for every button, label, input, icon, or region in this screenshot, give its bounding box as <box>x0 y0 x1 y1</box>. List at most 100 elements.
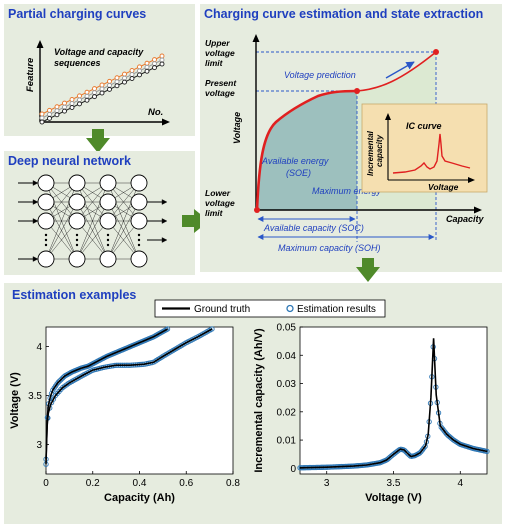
dnn-node <box>37 193 55 211</box>
estimation-marker <box>417 450 423 456</box>
sequences-label-line2: sequences <box>54 58 101 68</box>
ellipsis-dot <box>106 238 110 242</box>
sequence-point <box>152 65 157 71</box>
sequence-point <box>39 119 45 125</box>
ellipsis-dot <box>106 243 110 247</box>
sequence-point <box>69 105 75 110</box>
lower-limit-label-3: limit <box>205 208 224 218</box>
estimation-marker <box>402 448 408 454</box>
ellipsis-dot <box>137 233 141 237</box>
sequence-point <box>144 68 150 74</box>
y-axis-label: Voltage (V) <box>9 372 21 429</box>
dnn-node <box>37 250 55 268</box>
sequence-point <box>159 61 165 67</box>
voltage-axis-label: Voltage <box>232 112 242 144</box>
legend-box <box>154 299 386 318</box>
estimation-marker <box>55 379 61 385</box>
energy-region <box>257 91 357 210</box>
y-tick-label: 0.05 <box>277 323 297 334</box>
x-tick-label: 3.5 <box>387 478 401 489</box>
x-tick-label: 0.6 <box>179 478 193 489</box>
sequence-point <box>99 90 105 96</box>
sequence-point <box>107 86 112 92</box>
partial-curves-plot: Feature No. Voltage and capacity sequenc… <box>25 40 170 126</box>
no-axis-label: No. <box>148 107 163 118</box>
y-tick-label: 4 <box>36 342 42 353</box>
available-energy-label-2: (SOE) <box>286 168 311 178</box>
estimation-title: Charging curve estimation and state extr… <box>204 7 484 21</box>
ic-plot-area <box>299 326 488 475</box>
x-tick-label: 0.4 <box>133 478 147 489</box>
sequence-point <box>54 112 60 118</box>
y-axis-label: Incremental capacity (Ah/V) <box>253 328 265 473</box>
available-energy-label-1: Available energy <box>261 156 329 166</box>
ellipsis-dot <box>44 233 48 237</box>
x-tick-label: 0 <box>43 478 49 489</box>
ellipsis-dot <box>75 243 79 247</box>
ellipsis-dot <box>75 238 79 242</box>
present-voltage-label-1: Present <box>205 78 237 88</box>
ic-xlabel: Voltage <box>428 182 459 192</box>
dnn-node <box>99 193 117 211</box>
legend-estimation-swatch <box>286 304 294 313</box>
dnn-edge <box>107 201 140 260</box>
dnn-output-arrowhead <box>161 237 168 243</box>
lower-limit-label-1: Lower <box>205 188 231 198</box>
charging-curve-measured <box>255 89 358 211</box>
ground-truth-line <box>45 328 168 465</box>
x-axis-label: Voltage (V) <box>365 492 422 504</box>
x-tick-label: 4 <box>458 478 464 489</box>
legend-ground-truth-label: Ground truth <box>194 304 250 315</box>
dnn-input-arrowhead <box>32 218 39 224</box>
sequence-point <box>92 94 97 100</box>
dnn-node <box>130 193 148 211</box>
dnn-input-arrowhead <box>32 256 39 262</box>
ic-curve-label: IC curve <box>406 121 442 131</box>
dnn-node <box>68 174 86 192</box>
dnn-input-arrowhead <box>32 180 39 186</box>
sequence-point <box>47 115 52 121</box>
y-tick-label: 3.5 <box>28 391 42 402</box>
voltage-prediction-arrow <box>385 61 415 79</box>
x-tick-label: 3 <box>324 478 330 489</box>
x-axis-label: Capacity (Ah) <box>104 492 175 504</box>
dnn-node <box>130 174 148 192</box>
dnn-diagram <box>18 174 168 268</box>
sequence-point <box>77 101 82 107</box>
dnn-node <box>130 212 148 230</box>
sequence-point <box>129 76 135 81</box>
dnn-output-arrowhead <box>161 218 168 224</box>
charging-curve-predicted <box>356 51 437 92</box>
y-tick-label: 0.04 <box>277 351 297 362</box>
x-tick-label: 0.8 <box>226 478 240 489</box>
ellipsis-dot <box>75 233 79 237</box>
voltage-prediction-label: Voltage prediction <box>284 70 356 80</box>
down-arrow-1 <box>86 129 110 153</box>
maximum-energy-label: Maximum energy <box>312 186 382 196</box>
available-capacity-label: Available capacity (SOC) <box>263 223 364 233</box>
sequence-point <box>137 72 142 78</box>
ellipsis-dot <box>137 238 141 242</box>
dnn-edge <box>45 201 78 260</box>
sequence-point <box>84 97 90 103</box>
ic-curve <box>392 133 471 174</box>
feature-axis-label: Feature <box>25 57 36 92</box>
voltage-plot-area <box>45 326 234 475</box>
upper-limit-label-3: limit <box>205 58 224 68</box>
dnn-title: Deep neural network <box>8 154 131 168</box>
maximum-capacity-label: Maximum capacity (SOH) <box>278 243 381 253</box>
partial-curves-title: Partial charging curves <box>8 7 147 21</box>
sequence-point <box>122 79 127 85</box>
partial-curves-panel <box>4 4 195 136</box>
y-tick-label: 3 <box>36 440 42 451</box>
ground-truth-line <box>299 338 488 469</box>
estimation-marker <box>209 326 215 332</box>
ellipsis-dot <box>106 233 110 237</box>
dnn-node <box>68 250 86 268</box>
sequence-point <box>62 108 67 114</box>
y-tick-label: 0.03 <box>277 379 297 390</box>
ellipsis-dot <box>137 243 141 247</box>
y-tick-label: 0 <box>290 464 296 475</box>
sequence-point <box>114 83 120 89</box>
